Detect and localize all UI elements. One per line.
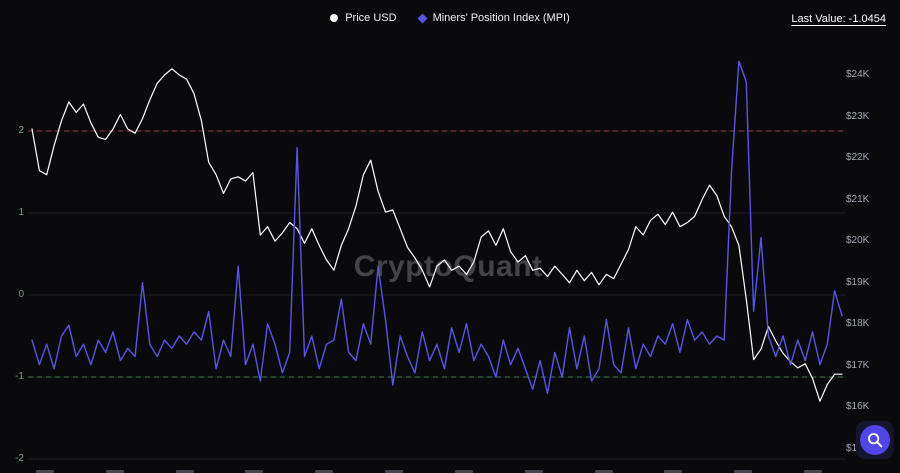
x-axis-label-fragment [175, 470, 194, 473]
x-axis-label-fragment [105, 470, 124, 473]
x-axis-label-fragment [594, 470, 613, 473]
x-axis-label-fragment [385, 470, 404, 473]
legend-item-mpi[interactable]: Miners' Position Index (MPI) [417, 12, 570, 24]
y-axis-right-tick-label: $24K [846, 69, 870, 80]
y-axis-left-tick-label: -2 [15, 453, 24, 464]
y-axis-left-tick-label: 2 [18, 125, 24, 136]
y-axis-left-tick-label: -1 [15, 371, 24, 382]
legend-label-mpi: Miners' Position Index (MPI) [432, 12, 570, 24]
x-axis-label-fragment [664, 470, 683, 473]
x-axis-label-fragment [803, 470, 822, 473]
x-axis-label-fragment [524, 470, 543, 473]
zoom-button[interactable] [856, 421, 894, 459]
magnifier-icon [860, 425, 890, 455]
y-axis-right-tick-label: $16K [846, 401, 870, 413]
y-axis-right-tick-label: $20K [846, 235, 870, 247]
legend-item-price-usd[interactable]: Price USD [330, 12, 397, 24]
circle-marker-icon [330, 14, 339, 22]
x-axis-label-fragment [245, 470, 264, 473]
chart-legend: Price USD Miners' Position Index (MPI) [0, 12, 900, 24]
y-axis-left-tick-label: 0 [18, 289, 24, 300]
last-value-label: Last Value: -1.0454 [791, 13, 886, 25]
diamond-marker-icon [417, 13, 428, 23]
y-axis-right-tick-label: $19K [846, 276, 870, 288]
legend-label-price-usd: Price USD [345, 12, 397, 24]
y-axis-right-tick-label: $18K [846, 318, 870, 330]
y-axis-left-tick-label: 1 [18, 207, 24, 218]
y-axis-right-tick-label: $17K [846, 359, 870, 371]
x-axis-label-fragment [734, 470, 753, 473]
x-axis-label-fragment [454, 470, 473, 473]
x-axis-label-fragment [36, 470, 54, 473]
y-axis-right-tick-label: $21K [846, 193, 870, 205]
x-axis-clipped-labels [36, 469, 822, 473]
x-axis-label-fragment [315, 470, 334, 473]
y-axis-right-tick-label: $23K [846, 110, 870, 122]
y-axis-right-tick-label: $22K [846, 152, 870, 164]
